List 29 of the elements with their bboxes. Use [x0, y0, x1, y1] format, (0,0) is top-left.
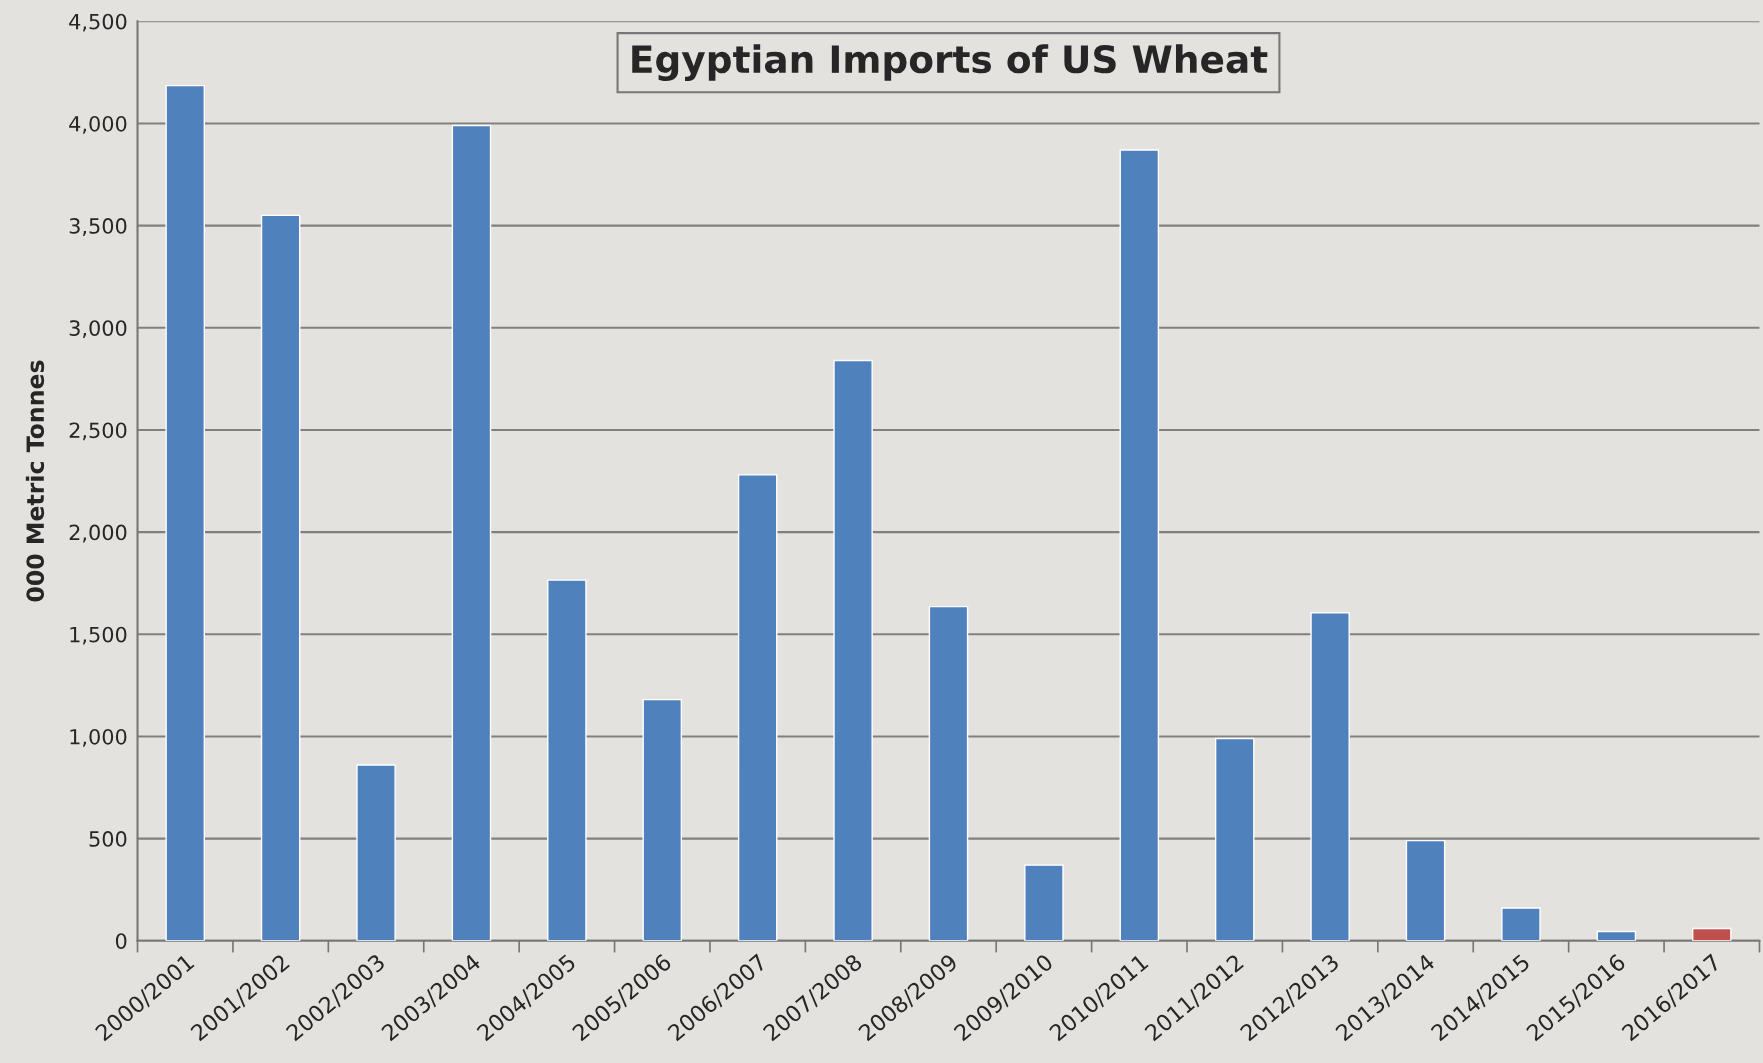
bar: [1119, 149, 1160, 941]
bar: [642, 698, 683, 941]
bar: [1214, 737, 1255, 941]
y-tick-label: 500: [89, 831, 127, 847]
y-tick-label: 3,500: [69, 218, 127, 236]
bar: [356, 764, 396, 941]
y-tick-label: 4,000: [69, 115, 127, 134]
bar: [1024, 864, 1064, 941]
y-tick-label: 2,500: [69, 422, 127, 441]
text: Egyptian Imports of US Wheat: [632, 44, 1268, 81]
bar: [928, 605, 969, 941]
bar: [1310, 612, 1350, 941]
y-tick-label: 1,500: [70, 626, 127, 645]
bar: [833, 359, 873, 941]
bar: [451, 124, 492, 941]
y-tick-label: 4,500: [69, 13, 127, 32]
bar: [737, 474, 778, 941]
bar: [165, 84, 205, 941]
y-axis-title: 000 Metric Tonnes: [25, 360, 45, 602]
bar: [1405, 839, 1446, 941]
bar: [260, 214, 301, 941]
bar: [547, 579, 587, 941]
y-tick-label: 1,000: [70, 728, 127, 747]
y-tick-label: 3,000: [69, 320, 127, 339]
bar: [1691, 927, 1732, 941]
y-tick-label: 2,000: [69, 524, 127, 543]
y-tick-label: 0: [115, 933, 127, 949]
bar: [1501, 907, 1541, 941]
bar: [1596, 930, 1637, 941]
